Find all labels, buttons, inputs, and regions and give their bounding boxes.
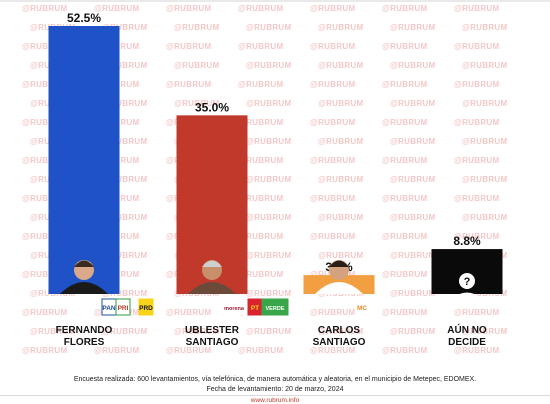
party-logo <box>220 298 248 316</box>
party-logo <box>138 298 154 316</box>
unknown-symbol: ? <box>464 276 471 288</box>
data-label: 35.0% <box>195 100 229 114</box>
data-label: 52.5% <box>67 11 101 25</box>
footer-divider <box>0 395 550 396</box>
candidate-name: SANTIAGO <box>313 337 366 348</box>
party-logo <box>354 298 370 316</box>
party-logo <box>115 298 131 316</box>
bar-chart: 52.5%FERNANDOFLORES35.0%UBLESTERSANTIAGO… <box>48 11 503 348</box>
data-label: 8.8% <box>453 234 481 248</box>
party-logo-text: PT <box>251 305 259 312</box>
footer-note-2: Fecha de levantamiento: 20 de marzo, 202… <box>206 386 344 393</box>
candidate-photo <box>315 282 363 294</box>
unknown-head <box>459 273 475 289</box>
candidate-hair <box>202 260 222 267</box>
footer-note-1: Encuesta realizada: 600 levantamientos, … <box>73 376 477 383</box>
party-logo-text: morena <box>224 306 245 312</box>
footer-link[interactable]: www.rubrum.info <box>250 397 300 404</box>
candidate-photo <box>188 282 236 294</box>
candidate-name: FERNANDO <box>56 325 113 336</box>
unknown-body <box>450 292 484 300</box>
party-logo-text: PRD <box>139 305 153 312</box>
candidate-name: FLORES <box>64 337 105 348</box>
candidate-name: CARLOS <box>318 325 361 336</box>
party-logo <box>261 298 289 316</box>
candidate-hair <box>74 260 94 267</box>
candidate-photo <box>60 282 108 294</box>
party-logo-text: VERDE <box>266 306 285 312</box>
party-logo-text: PRI <box>118 305 129 312</box>
candidate-name: AÚN NO <box>447 323 487 336</box>
candidate-hair <box>329 260 349 267</box>
candidate-name: SANTIAGO <box>186 337 239 348</box>
bar-1 <box>48 26 120 294</box>
candidate-name: UBLESTER <box>185 325 240 336</box>
party-logo-text: MC <box>357 305 367 312</box>
top-border <box>0 0 550 2</box>
party-logo-text: PAN <box>102 305 116 312</box>
candidate-name: DECIDE <box>448 337 486 348</box>
